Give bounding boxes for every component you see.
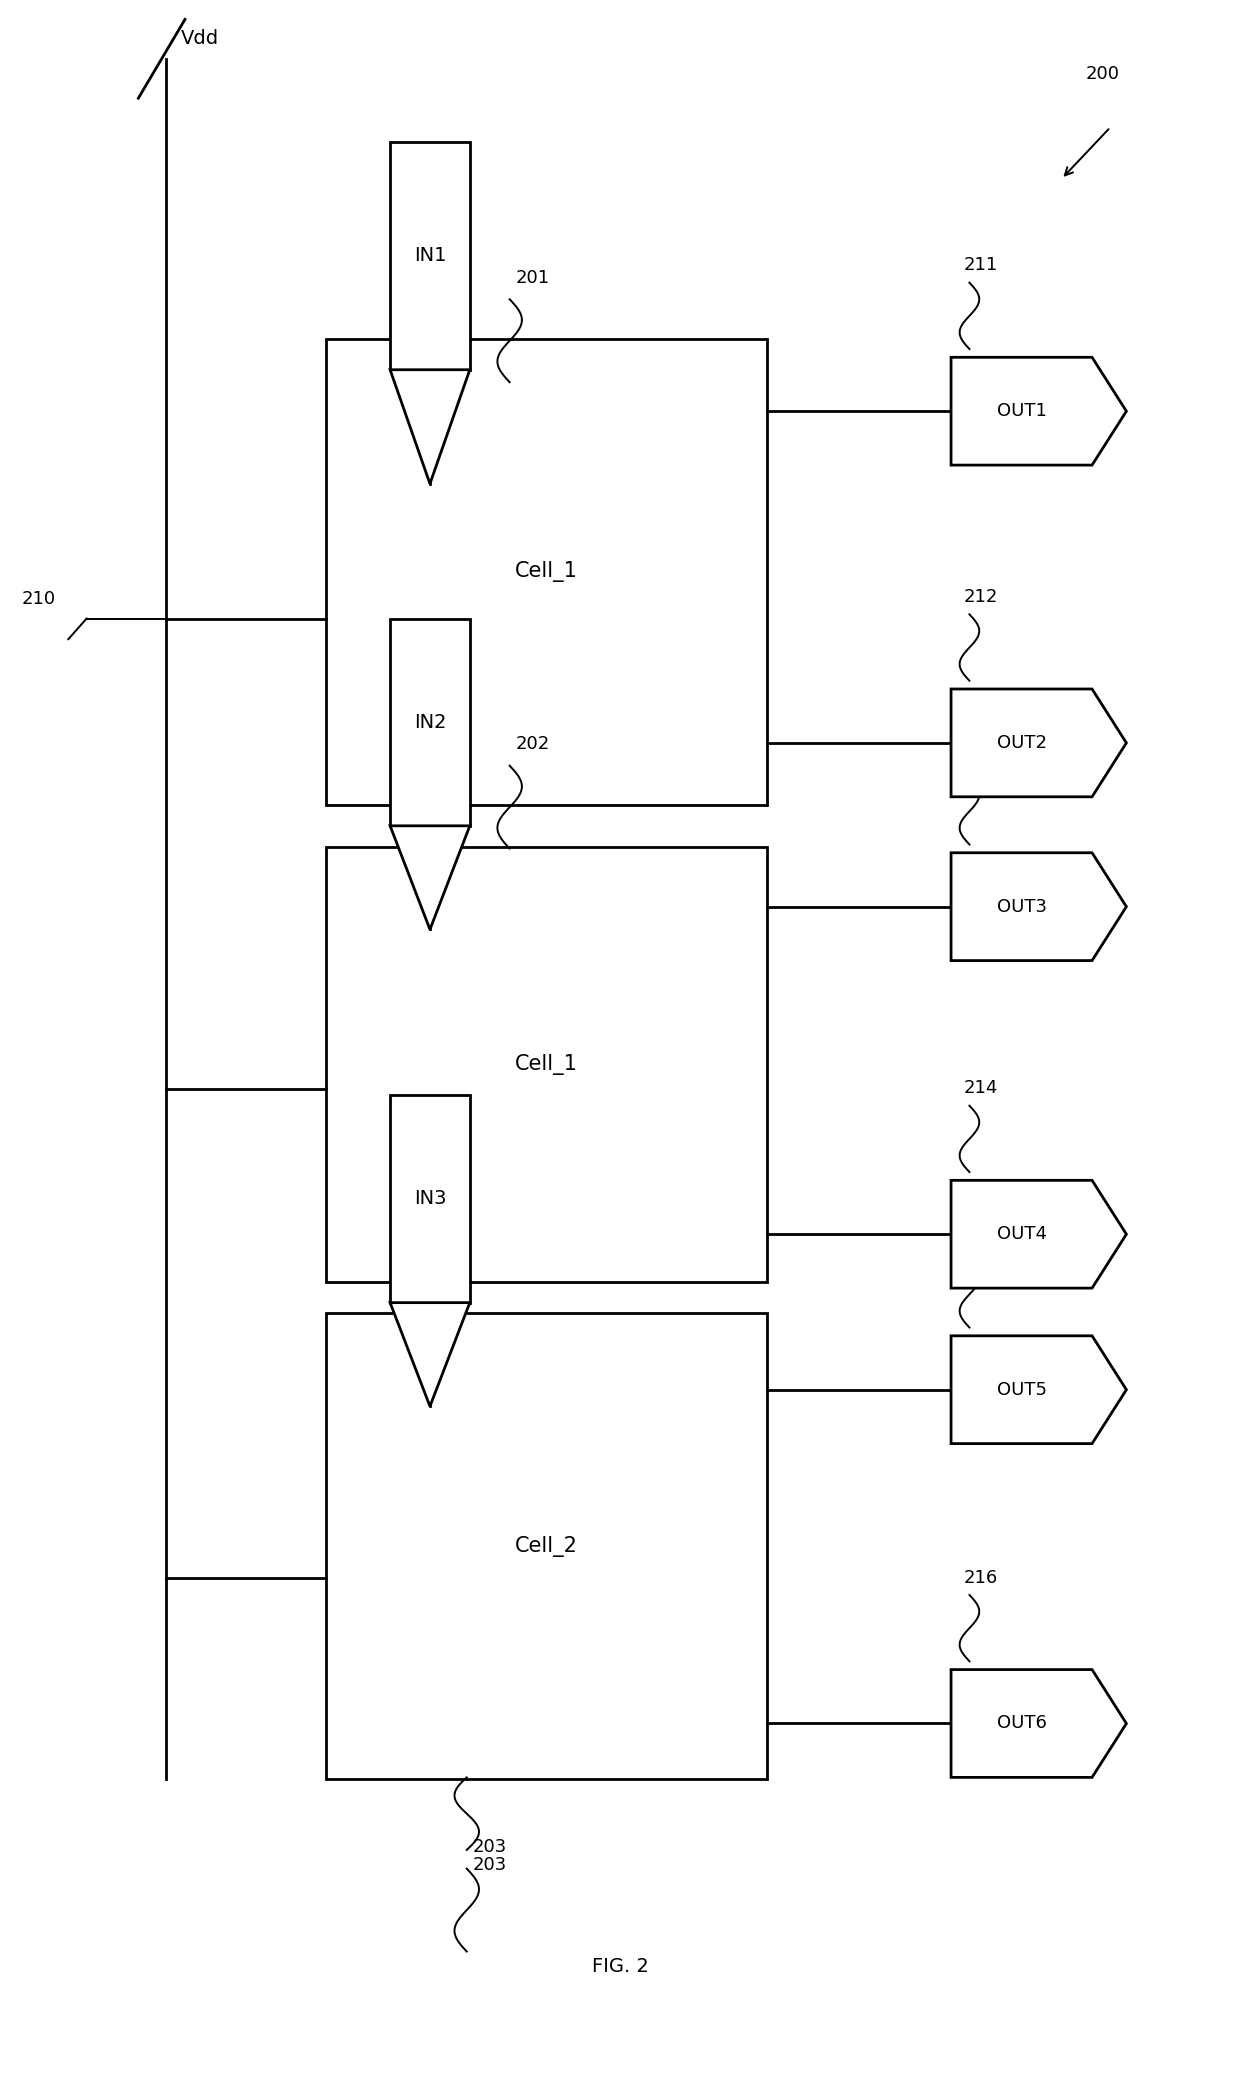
Polygon shape: [951, 689, 1126, 797]
Polygon shape: [951, 357, 1126, 465]
Bar: [326, 847, 768, 1281]
Bar: [326, 1313, 768, 1780]
Bar: [391, 142, 470, 369]
Bar: [391, 1096, 470, 1302]
Text: 214: 214: [963, 1079, 998, 1098]
Text: OUT1: OUT1: [997, 403, 1047, 419]
Text: FIG. 2: FIG. 2: [591, 1956, 649, 1976]
Text: 203: 203: [472, 1855, 507, 1874]
Text: IN3: IN3: [414, 1190, 446, 1208]
Text: 203: 203: [472, 1839, 507, 1855]
Text: 216: 216: [963, 1569, 997, 1586]
Text: Vdd: Vdd: [181, 29, 219, 48]
Text: 215: 215: [963, 1236, 998, 1252]
Polygon shape: [951, 1336, 1126, 1444]
Text: OUT3: OUT3: [997, 897, 1047, 916]
Text: OUT6: OUT6: [997, 1716, 1047, 1732]
Text: 200: 200: [1086, 65, 1120, 83]
Bar: [326, 338, 768, 806]
Text: 201: 201: [516, 269, 549, 286]
Text: OUT2: OUT2: [997, 735, 1047, 751]
Polygon shape: [391, 1302, 470, 1407]
Text: 213: 213: [963, 751, 998, 770]
Polygon shape: [951, 1670, 1126, 1778]
Polygon shape: [951, 1181, 1126, 1288]
Text: OUT5: OUT5: [997, 1382, 1047, 1398]
Text: IN2: IN2: [414, 712, 446, 733]
Text: OUT4: OUT4: [997, 1225, 1047, 1244]
Bar: [391, 618, 470, 826]
Text: 210: 210: [22, 591, 56, 607]
Text: 211: 211: [963, 257, 997, 273]
Text: 202: 202: [516, 735, 551, 753]
Polygon shape: [391, 826, 470, 929]
Text: IN1: IN1: [414, 246, 446, 265]
Text: Cell_1: Cell_1: [515, 1054, 578, 1075]
Polygon shape: [391, 369, 470, 484]
Polygon shape: [951, 854, 1126, 960]
Text: 212: 212: [963, 589, 998, 605]
Text: Cell_2: Cell_2: [515, 1536, 578, 1557]
Text: Cell_1: Cell_1: [515, 561, 578, 582]
